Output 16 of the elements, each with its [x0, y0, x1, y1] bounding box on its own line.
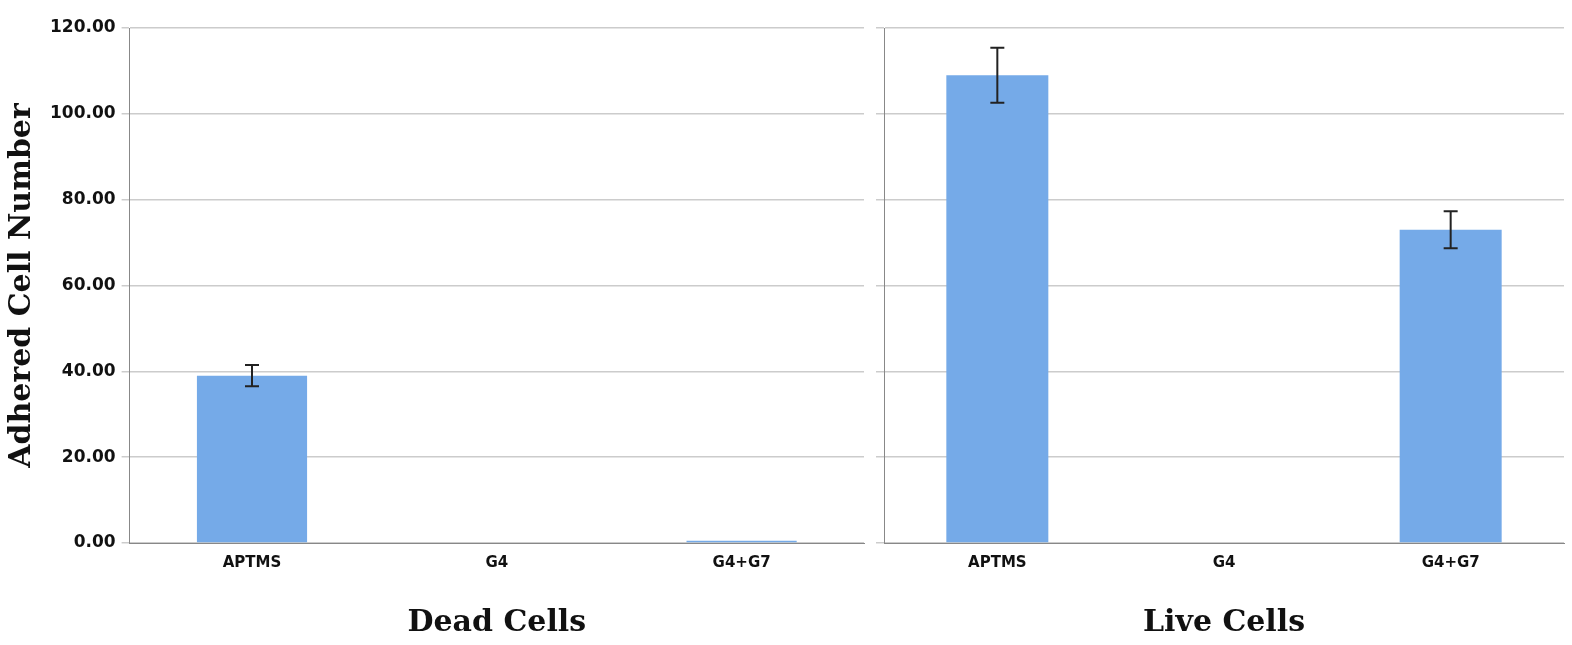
x-tick-label: G4+G7 [712, 552, 771, 571]
x-tick-label: APTMS [968, 552, 1027, 571]
y-tick-label: 100.00 [49, 102, 116, 123]
y-tick-label: 0.00 [73, 531, 116, 552]
x-tick-label: G4 [1212, 552, 1236, 571]
x-tick-label: G4+G7 [1421, 552, 1480, 571]
x-tick-label: APTMS [222, 552, 282, 571]
y-tick-label: 40.00 [61, 359, 116, 380]
y-tick-label: 120.00 [49, 16, 116, 37]
y-tick-label: 20.00 [61, 445, 116, 466]
x-axis-title: Dead Cells [407, 602, 587, 638]
y-tick-label: 80.00 [61, 188, 116, 209]
x-axis-title: Live Cells [1142, 602, 1306, 638]
y-axis-title: Adhered Cell Number [1, 102, 37, 469]
x-tick-label: G4 [485, 552, 509, 571]
y-tick-label: 60.00 [61, 273, 116, 294]
